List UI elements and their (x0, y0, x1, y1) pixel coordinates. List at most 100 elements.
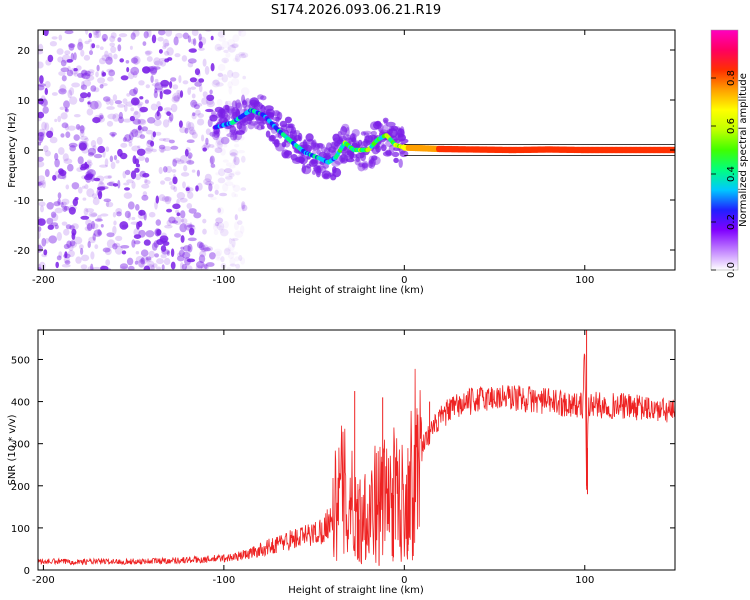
noise-blob (187, 61, 194, 68)
noise-blob (105, 146, 110, 152)
noise-blob (201, 144, 210, 151)
x-tick-label: 0 (401, 575, 407, 586)
noise-blob (58, 147, 65, 155)
noise-blob (215, 172, 220, 176)
snr-panel: -200 -100 0 100 0 100 200 300 400 500 Height of … (7, 329, 676, 596)
noise-blob (156, 110, 160, 117)
noise-blob (186, 224, 196, 232)
noise-blob (158, 144, 166, 150)
trace-halo (345, 126, 350, 137)
noise-blob (241, 203, 245, 212)
noise-blob (223, 59, 227, 64)
noise-blob (214, 224, 222, 228)
noise-blob (191, 101, 199, 107)
x-tick-label: -100 (213, 575, 236, 586)
noise-blob (115, 235, 123, 242)
noise-blob (203, 178, 212, 186)
snr-background (38, 330, 675, 570)
noise-blob (84, 137, 89, 142)
noise-blob (38, 267, 42, 270)
figure-title: S174.2026.093.06.21.R19 (271, 3, 441, 18)
noise-blob (81, 69, 88, 76)
noise-blob (73, 72, 79, 77)
noise-blob (154, 60, 163, 66)
noise-blob (46, 202, 54, 210)
noise-blob (77, 156, 84, 165)
noise-blob (182, 181, 186, 189)
y-tick-label: 200 (11, 482, 30, 493)
noise-blob (173, 94, 180, 102)
noise-blob (164, 196, 172, 202)
noise-blob (131, 181, 136, 189)
noise-blob (206, 94, 215, 102)
noise-blob (122, 171, 127, 179)
x-tick-label: 100 (575, 275, 594, 286)
noise-blob (60, 59, 67, 67)
noise-blob (226, 162, 233, 167)
trace-halo (352, 139, 360, 149)
noise-blob (170, 185, 176, 190)
noise-blob (42, 106, 49, 114)
noise-blob (227, 39, 236, 47)
trace-halo (248, 120, 258, 126)
noise-blob (230, 237, 239, 241)
noise-blob (93, 87, 100, 93)
noise-blob (198, 84, 203, 93)
noise-blob (186, 203, 193, 209)
noise-blob (90, 223, 99, 229)
noise-blob (124, 103, 128, 112)
noise-blob (111, 133, 115, 138)
noise-blob (154, 87, 158, 94)
noise-blob (83, 174, 93, 181)
noise-blob (96, 64, 100, 72)
trace-halo (332, 167, 342, 178)
spectrogram-y-label: Frequency (Hz) (7, 112, 18, 188)
noise-blob (38, 156, 44, 162)
noise-blob (203, 247, 211, 252)
noise-blob (217, 140, 223, 150)
noise-blob (155, 131, 162, 136)
y-tick-label: 10 (17, 96, 30, 107)
noise-blob (234, 214, 238, 221)
noise-blob (129, 45, 133, 50)
trace-halo (385, 121, 396, 128)
noise-blob (238, 30, 247, 37)
noise-blob (94, 244, 99, 250)
noise-blob (78, 142, 87, 151)
noise-blob (63, 158, 73, 164)
noise-blob (93, 153, 103, 159)
noise-blob (198, 41, 203, 49)
noise-blob (193, 212, 202, 219)
noise-blob (130, 107, 135, 112)
noise-blob (117, 104, 126, 108)
noise-blob (190, 99, 198, 108)
noise-blob (159, 235, 169, 243)
y-tick-label: -10 (14, 196, 30, 207)
trace-halo (229, 125, 237, 134)
noise-blob (227, 251, 235, 259)
noise-blob (240, 187, 247, 191)
noise-blob (115, 159, 120, 164)
noise-blob (158, 138, 166, 142)
snr-x-label: Height of straight line (km) (288, 585, 424, 596)
noise-blob (58, 168, 64, 175)
noise-blob (38, 61, 44, 69)
trace-halo (312, 150, 317, 155)
noise-blob (110, 32, 117, 39)
noise-blob (116, 211, 122, 217)
noise-blob (87, 69, 95, 74)
noise-blob (172, 203, 181, 210)
noise-blob (89, 100, 99, 110)
noise-blob (90, 213, 98, 217)
noise-blob (157, 36, 164, 42)
noise-blob (38, 50, 44, 55)
trace-halo (390, 125, 399, 131)
noise-blob (234, 221, 239, 231)
spectrogram-y-ticks: 20 10 0 -10 -20 (14, 46, 675, 257)
noise-blob (84, 226, 93, 232)
noise-blob (79, 129, 85, 138)
noise-blob (179, 223, 187, 233)
noise-blob (154, 78, 159, 84)
noise-blob (182, 32, 189, 40)
noise-blob (86, 222, 93, 231)
